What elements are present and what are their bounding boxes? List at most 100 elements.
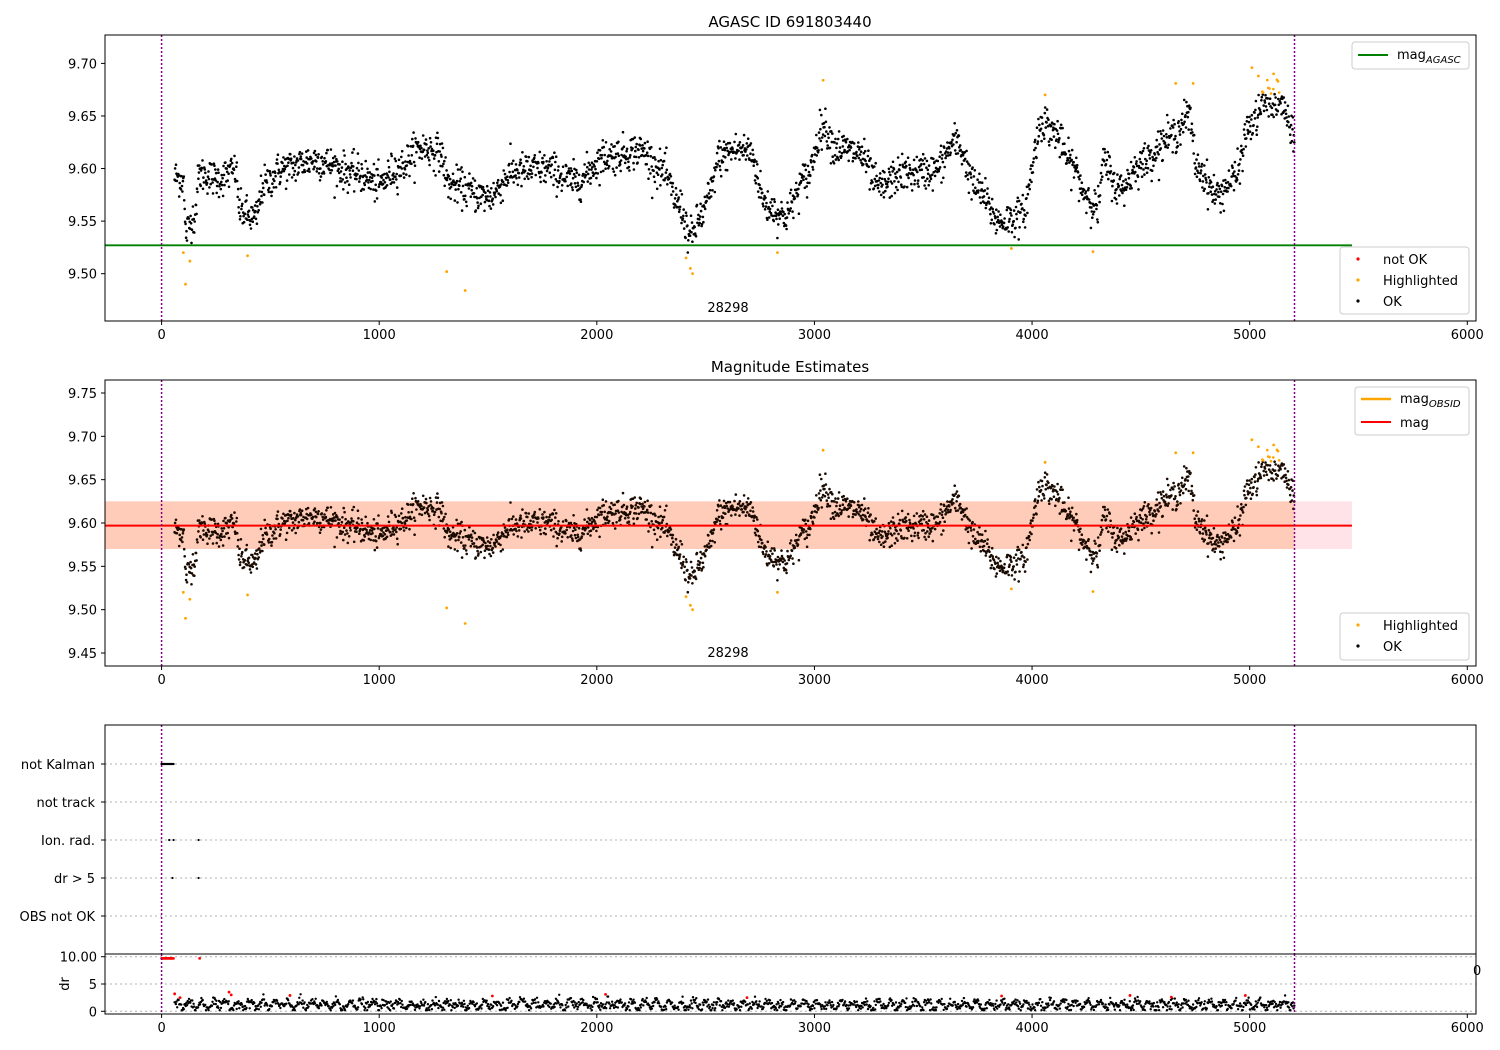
ok-point [258, 202, 262, 206]
ok-point [560, 184, 564, 187]
ok-point [445, 178, 449, 182]
ok-point [1048, 143, 1051, 147]
highlighted-point [691, 272, 694, 276]
ok-point [802, 528, 806, 531]
ok-point [714, 168, 717, 172]
ok-point [1214, 193, 1218, 196]
ok-point [433, 153, 437, 157]
ok-point [373, 200, 377, 203]
ok-point [820, 506, 824, 509]
ok-point [959, 148, 962, 152]
ok-point [595, 529, 598, 533]
ok-point [1116, 526, 1119, 530]
ok-point [964, 171, 968, 174]
ok-point [539, 180, 542, 184]
ok-point [863, 137, 866, 141]
ok-point [695, 551, 699, 555]
ok-point [718, 519, 722, 523]
ok-point [560, 189, 563, 193]
ok-point [510, 517, 514, 521]
ok-point [330, 169, 334, 172]
ok-point [794, 181, 798, 185]
ok-point [1036, 142, 1039, 146]
ok-point [500, 534, 503, 538]
ok-point [1155, 138, 1158, 142]
highlighted-point [1277, 459, 1281, 462]
ok-point [1203, 164, 1206, 167]
ok-point [1243, 485, 1247, 488]
ok-point [967, 541, 971, 545]
ok-point [641, 507, 645, 511]
ok-point [650, 145, 653, 149]
ok-point [182, 199, 186, 202]
ok-point [881, 535, 884, 538]
ok-point [674, 204, 677, 207]
ok-point [868, 538, 871, 542]
ok-point [746, 137, 750, 140]
ok-point [711, 531, 715, 535]
ok-point [274, 537, 278, 540]
ok-point [970, 547, 973, 550]
ok-point [184, 222, 187, 226]
ok-point [200, 521, 204, 524]
ok-point [605, 163, 609, 167]
ok-point [974, 186, 977, 190]
panel-agasc-ytick-label: 9.60 [68, 163, 97, 178]
ok-point [570, 534, 573, 537]
ok-point [306, 506, 310, 510]
ok-point [582, 180, 585, 184]
ok-point [405, 164, 409, 167]
ok-point [588, 518, 592, 522]
ok-point [469, 533, 473, 537]
ok-point [983, 201, 986, 204]
ok-point [958, 502, 962, 506]
ok-point [659, 184, 662, 187]
ok-point [421, 134, 425, 137]
ok-point [238, 218, 242, 221]
ok-point [323, 513, 326, 516]
ok-point [1028, 538, 1031, 542]
ok-point [232, 168, 236, 172]
ok-point [647, 168, 651, 171]
ok-point [783, 212, 786, 216]
ok-point [408, 174, 411, 178]
ok-point [486, 540, 490, 543]
ok-point [734, 513, 737, 516]
ok-point [340, 166, 344, 169]
ok-point [464, 549, 468, 552]
ok-point [1137, 188, 1140, 191]
ok-point [639, 144, 642, 147]
ok-point [1217, 536, 1221, 539]
ok-point [1244, 145, 1248, 148]
ok-point [358, 532, 361, 535]
ok-point [674, 537, 678, 541]
ok-point [448, 177, 452, 181]
ok-point [476, 201, 479, 204]
ok-point [1144, 521, 1148, 524]
ok-point [287, 157, 291, 161]
ok-point [1077, 199, 1081, 203]
ok-point [568, 170, 571, 173]
ok-point [633, 136, 637, 139]
ok-point [1120, 535, 1124, 538]
ok-point [1056, 119, 1059, 123]
ok-point [1135, 160, 1138, 163]
ok-point [1002, 221, 1006, 225]
ok-point [362, 539, 366, 542]
ok-point [1145, 515, 1148, 518]
ok-point [1266, 463, 1270, 467]
ok-point [929, 530, 933, 533]
ok-point [554, 160, 557, 164]
ok-point [874, 517, 877, 520]
ok-point [1022, 563, 1025, 566]
ok-point [558, 179, 561, 183]
ok-point [1082, 188, 1086, 192]
ok-point [953, 133, 956, 137]
ok-point [873, 177, 877, 181]
ok-point [238, 563, 242, 567]
ok-point [632, 168, 636, 171]
ok-point [824, 483, 828, 486]
ok-point [221, 544, 225, 547]
ok-point [260, 544, 263, 547]
ok-point [292, 161, 295, 165]
